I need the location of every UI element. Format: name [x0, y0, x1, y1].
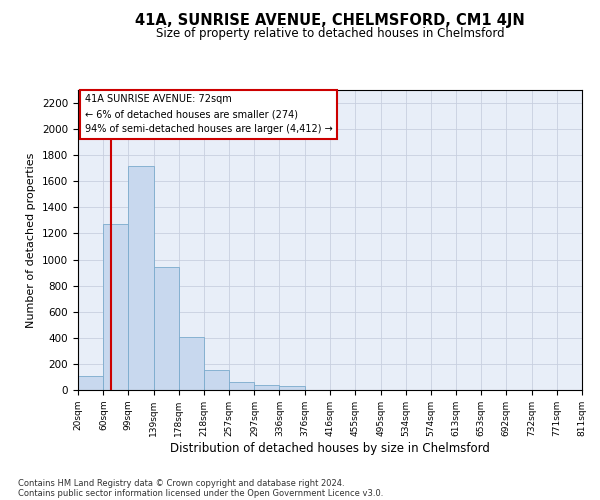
Bar	[128, 166, 154, 390]
Bar	[179, 336, 204, 390]
X-axis label: Distribution of detached houses by size in Chelmsford: Distribution of detached houses by size …	[170, 442, 490, 454]
Text: Size of property relative to detached houses in Chelmsford: Size of property relative to detached ho…	[155, 28, 505, 40]
Bar	[229, 382, 254, 390]
Bar	[204, 370, 229, 390]
Text: Contains public sector information licensed under the Open Government Licence v3: Contains public sector information licen…	[18, 488, 383, 498]
Bar	[280, 386, 305, 390]
Bar	[154, 268, 179, 390]
Bar	[78, 376, 103, 390]
Text: Contains HM Land Registry data © Crown copyright and database right 2024.: Contains HM Land Registry data © Crown c…	[18, 478, 344, 488]
Y-axis label: Number of detached properties: Number of detached properties	[26, 152, 37, 328]
Text: 41A SUNRISE AVENUE: 72sqm
← 6% of detached houses are smaller (274)
94% of semi-: 41A SUNRISE AVENUE: 72sqm ← 6% of detach…	[85, 94, 332, 134]
Bar	[103, 224, 128, 390]
Text: 41A, SUNRISE AVENUE, CHELMSFORD, CM1 4JN: 41A, SUNRISE AVENUE, CHELMSFORD, CM1 4JN	[135, 12, 525, 28]
Bar	[254, 385, 280, 390]
